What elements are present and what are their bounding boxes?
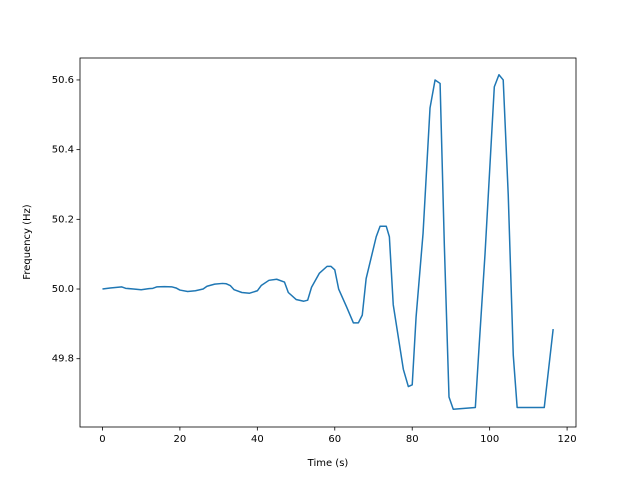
x-tick-label: 120 — [558, 434, 577, 445]
y-tick-label: 50.0 — [52, 284, 74, 295]
x-tick-label: 20 — [174, 434, 187, 445]
y-tick-label: 49.8 — [52, 354, 74, 365]
y-tick-label: 50.6 — [52, 75, 74, 86]
y-tick-label: 50.2 — [52, 214, 74, 225]
y-axis-label: Frequency (Hz) — [22, 204, 33, 280]
plot-frame — [79, 57, 577, 428]
x-tick-label: 100 — [480, 434, 499, 445]
data-line — [102, 73, 554, 410]
x-tick-label: 40 — [251, 434, 264, 445]
x-axis-label: Time (s) — [307, 458, 349, 469]
y-tick-label: 50.4 — [52, 145, 74, 156]
x-tick-label: 80 — [406, 434, 419, 445]
x-tick-label: 0 — [99, 434, 105, 445]
x-tick-label: 60 — [328, 434, 341, 445]
